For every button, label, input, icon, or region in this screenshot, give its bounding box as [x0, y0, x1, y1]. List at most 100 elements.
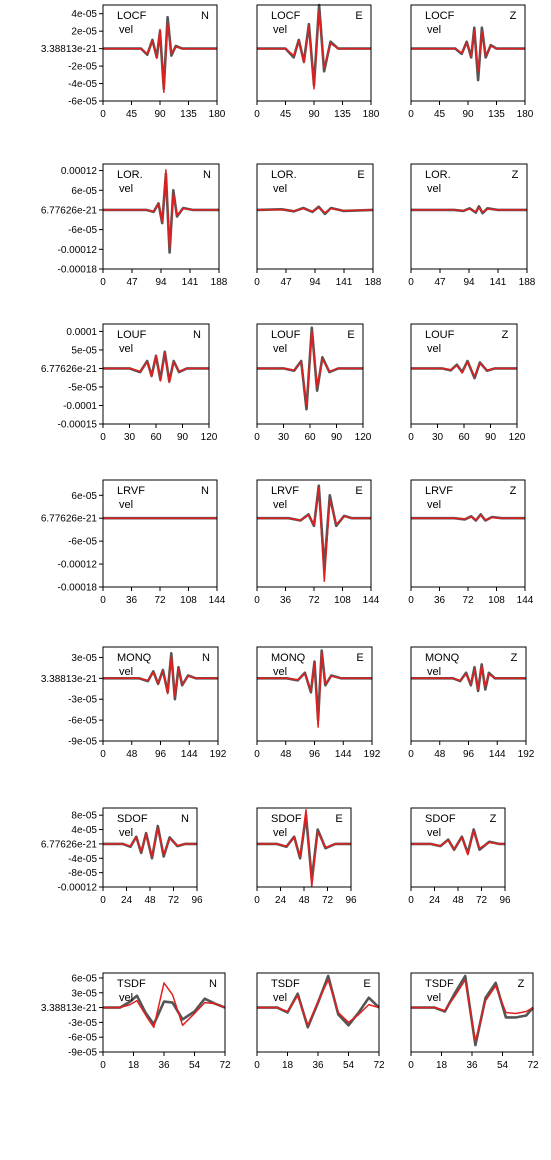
station-label: SDOF	[271, 813, 302, 825]
x-tick-label: 18	[128, 1060, 140, 1071]
x-tick-label: 135	[334, 109, 351, 120]
y-tick-label: 5e-05	[71, 345, 97, 356]
panel-locf-n: LOCF vel N 0 45 90 135 180 4e-05 2e-05 3.38813e-21…	[41, 4, 226, 120]
x-tick-label: 45	[280, 109, 292, 120]
y-tick-label: -5e-05	[68, 382, 97, 393]
x-tick-label: 72	[322, 895, 334, 906]
x-tick-label: 108	[488, 595, 505, 606]
x-tick-label: 36	[158, 1060, 170, 1071]
x-tick-label: 47	[126, 277, 138, 288]
x-tick-label: 72	[476, 895, 488, 906]
x-tick-label: 144	[181, 749, 198, 760]
x-tick-label: 30	[278, 432, 290, 443]
panel-tsdf-e: TSDF vel E 0 18 36 54 72	[254, 972, 385, 1071]
x-tick-label: 0	[408, 1060, 414, 1071]
y-tick-label: 6.77626e-21	[41, 364, 98, 375]
synthetic-trace	[103, 982, 226, 1029]
panel-sdof-e: SDOF vel E 0 24 48 72 96	[254, 807, 357, 906]
x-tick-label: 94	[309, 277, 321, 288]
y-tick-label: -6e-05	[68, 225, 97, 236]
x-tick-label: 54	[497, 1060, 509, 1071]
component-label: N	[202, 652, 210, 664]
x-tick-label: 18	[436, 1060, 448, 1071]
synthetic-trace	[411, 29, 525, 73]
y-tick-label: 3e-05	[71, 653, 97, 664]
x-tick-label: 188	[519, 277, 536, 288]
panel-lor-n: LOR. vel N 0 47 94 141 188 0.00012 6e-05 6.77626e-…	[41, 163, 228, 288]
x-tick-label: 90	[462, 109, 474, 120]
x-tick-label: 72	[373, 1060, 385, 1071]
x-tick-label: 141	[182, 277, 199, 288]
x-tick-label: 60	[304, 432, 316, 443]
x-tick-label: 180	[209, 109, 226, 120]
y-tick-label: -0.00018	[58, 583, 98, 594]
x-tick-label: 0	[408, 432, 414, 443]
x-tick-label: 0	[254, 595, 260, 606]
y-tick-label: 6.77626e-21	[41, 205, 98, 216]
x-tick-label: 0	[408, 595, 414, 606]
x-tick-label: 48	[434, 749, 446, 760]
x-tick-label: 180	[517, 109, 534, 120]
station-label: LOUF	[271, 329, 301, 341]
synthetic-trace	[411, 979, 534, 1042]
x-tick-label: 60	[150, 432, 162, 443]
component-label: E	[347, 329, 354, 341]
station-label: TSDF	[425, 978, 454, 990]
component-label: E	[355, 485, 362, 497]
x-tick-label: 192	[210, 749, 227, 760]
observed-trace	[103, 994, 226, 1026]
x-tick-label: 47	[434, 277, 446, 288]
x-tick-label: 72	[527, 1060, 539, 1071]
y-tick-label: 3e-05	[71, 988, 97, 999]
panel-louf-n: LOUF vel N 0 30 60 90 120 0.0001 5e-05 6.77626e-21…	[41, 323, 218, 443]
x-tick-label: 96	[499, 895, 511, 906]
y-tick-label: -6e-05	[68, 716, 97, 727]
x-tick-label: 0	[408, 895, 414, 906]
quantity-label: vel	[119, 499, 133, 511]
x-tick-label: 192	[518, 749, 535, 760]
quantity-label: vel	[427, 343, 441, 355]
x-tick-label: 90	[308, 109, 320, 120]
x-tick-label: 0	[254, 432, 260, 443]
component-label: Z	[502, 329, 509, 341]
x-tick-label: 72	[462, 595, 474, 606]
synthetic-trace	[411, 361, 517, 378]
component-label: N	[201, 485, 209, 497]
panel-lrvf-e: LRVF vel E 0 36 72 108 144	[254, 479, 380, 606]
synthetic-trace	[411, 830, 505, 856]
x-tick-label: 24	[275, 895, 287, 906]
quantity-label: vel	[119, 343, 133, 355]
station-label: MONQ	[425, 652, 460, 664]
component-label: E	[355, 10, 362, 22]
station-label: LRVF	[117, 485, 145, 497]
x-tick-label: 96	[191, 895, 203, 906]
x-tick-label: 144	[363, 595, 380, 606]
x-tick-label: 94	[463, 277, 475, 288]
y-tick-label: -0.00015	[58, 420, 98, 431]
component-label: Z	[490, 813, 497, 825]
station-label: LOCF	[425, 10, 455, 22]
x-tick-label: 144	[335, 749, 352, 760]
x-tick-label: 90	[154, 109, 166, 120]
y-tick-label: -9e-05	[68, 1048, 97, 1059]
x-tick-label: 0	[408, 277, 414, 288]
y-tick-label: -4e-05	[68, 79, 97, 90]
station-label: SDOF	[117, 813, 148, 825]
component-label: Z	[512, 169, 519, 181]
component-label: N	[181, 813, 189, 825]
x-tick-label: 144	[209, 595, 226, 606]
x-tick-label: 45	[126, 109, 138, 120]
component-label: N	[201, 10, 209, 22]
x-tick-label: 47	[280, 277, 292, 288]
y-tick-label: 6e-05	[71, 973, 97, 984]
observed-trace	[103, 824, 197, 860]
y-tick-label: -0.00012	[58, 245, 98, 256]
y-tick-label: -6e-05	[68, 97, 97, 108]
x-tick-label: 36	[126, 595, 138, 606]
component-label: E	[357, 169, 364, 181]
panel-monq-z: MONQ vel Z 0 48 96 144 192	[408, 646, 535, 760]
x-tick-label: 0	[408, 749, 414, 760]
x-tick-label: 0	[254, 109, 260, 120]
x-tick-label: 48	[298, 895, 310, 906]
station-label: MONQ	[271, 652, 306, 664]
